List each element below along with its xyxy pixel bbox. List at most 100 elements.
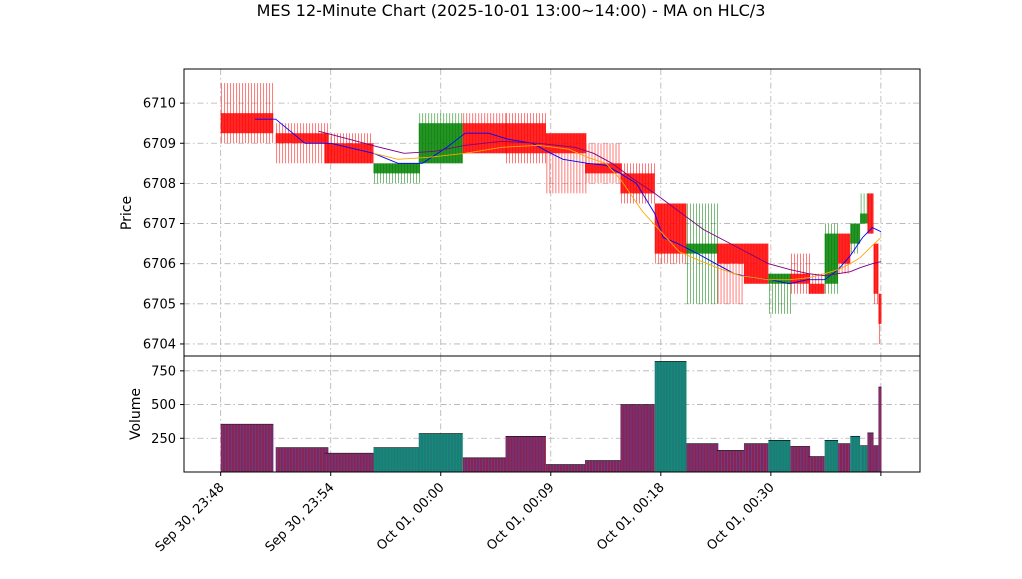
candle [850,223,861,254]
volume-bar-fill [860,445,868,472]
candle-body [860,213,868,224]
candle-body [768,273,791,284]
candle [545,133,587,194]
candle-body [808,283,825,294]
candle [620,163,655,204]
candle-body [275,133,329,144]
price-tick-label: 6707 [143,217,176,232]
candle [867,193,874,234]
price-y-label: Price [119,196,135,230]
candle-body [717,243,744,264]
x-tick-label: Oct 01, 00:18 [594,480,667,553]
candle-body [838,233,851,264]
volume-bar [505,435,546,472]
volume-bar-fill [838,443,851,472]
volume-bar [620,404,655,472]
candle [878,293,882,344]
volume-bar [275,447,329,472]
candle [505,113,546,164]
price-tick-label: 6706 [143,257,176,272]
candle-body [324,143,374,164]
price-y-ticks: 6704 6705 6706 6707 6708 6709 6710 [143,97,184,352]
volume-bar-fill [654,361,687,472]
moving-average-line [318,130,882,277]
volume-bar [462,457,507,472]
volume-bar-fill [505,436,546,472]
volume-panel: 250 500 750 Volume [128,355,921,473]
volume-bar-fill [850,436,861,472]
volume-bar-fill [220,424,274,472]
volume-bar-fill [462,457,507,472]
volume-bar-fill [768,440,791,472]
moving-average-lines [254,118,882,285]
price-grid [184,69,920,356]
candle [324,133,374,164]
volume-bar [324,452,374,472]
volume-bar [873,445,879,472]
volume-bar-fill [743,443,769,472]
x-tick-label: Oct 01, 00:30 [704,480,777,553]
volume-bar [850,435,861,472]
volume-bar-fill [373,447,420,472]
volume-bar [418,433,463,472]
x-tick-label: Oct 01, 00:09 [484,480,557,553]
volume-bar-fill [585,460,622,472]
volume-axes-frame [183,355,921,473]
price-tick-label: 6709 [143,137,176,152]
volume-bar [808,456,825,472]
price-tick-label: 6708 [143,177,176,192]
candle-body [850,223,861,244]
price-panel: 6704 6705 6706 6707 6708 6709 6710 Price [119,68,921,357]
candle-body [686,243,719,254]
x-axis-ticks: Sep 30, 23:48 Sep 30, 23:54 Oct 01, 00:00 O… [153,472,882,555]
volume-bar [878,386,882,472]
candle-body [873,243,879,294]
volume-y-label: Volume [128,388,144,440]
volume-bar-fill [790,446,810,472]
volume-bar [768,440,791,472]
chart-title: MES 12-Minute Chart (2025-10-01 13:00~14… [257,1,766,20]
volume-bars [220,361,882,472]
candle [462,113,507,154]
volume-bar-fill [324,453,374,472]
volume-tick-label: 250 [151,432,176,447]
volume-tick-label: 750 [151,364,176,379]
price-tick-label: 6710 [143,97,176,112]
volume-bar [838,443,851,472]
candle-body [654,203,687,254]
volume-bar-fill [867,432,874,472]
candle [824,223,839,294]
volume-bar [373,447,420,472]
volume-bar [824,440,839,472]
x-tick-label: Oct 01, 00:00 [374,480,447,553]
candle-body [220,113,274,134]
price-tick-label: 6704 [143,337,176,352]
moving-average-line [373,144,882,281]
x-tick-label: Sep 30, 23:48 [153,480,228,555]
volume-bar-fill [275,447,329,472]
volume-bar [790,446,811,472]
volume-bar [867,432,874,472]
volume-bar-fill [824,440,839,472]
moving-average-line [254,118,882,285]
candle [220,83,274,144]
candle [838,233,851,274]
candle-body [418,123,463,164]
candle-body [585,163,622,174]
candle [808,273,825,294]
volume-bar [585,460,622,472]
candle-body [545,133,587,154]
candle [686,203,719,304]
candle [717,243,744,304]
volume-bar [220,423,274,472]
volume-bar [717,450,744,472]
volume-bar [743,443,769,472]
candle-body [867,193,874,234]
volume-bar-fill [873,445,879,472]
candle-body [824,233,839,284]
x-tick-label: Sep 30, 23:54 [263,480,338,555]
candle [654,203,687,264]
volume-bar-fill [545,464,587,472]
price-axes-frame [183,68,921,357]
